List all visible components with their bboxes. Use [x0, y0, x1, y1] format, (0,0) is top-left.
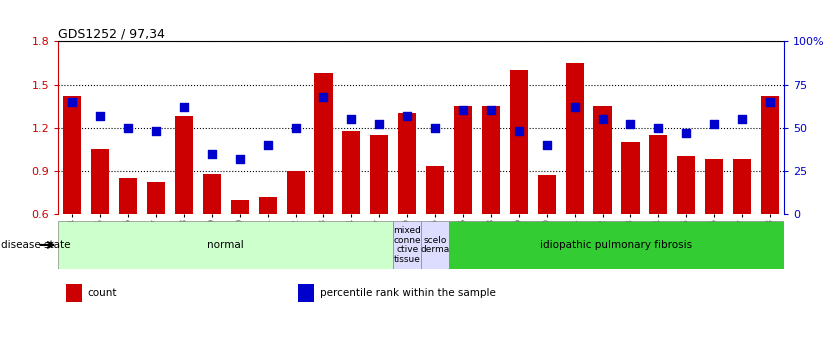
- Point: [261, 142, 274, 148]
- Bar: [175, 116, 193, 214]
- Point: [707, 121, 721, 127]
- Bar: [733, 159, 751, 214]
- Point: [178, 104, 191, 110]
- Bar: [454, 106, 472, 214]
- Bar: [259, 197, 277, 214]
- Bar: [426, 167, 445, 214]
- Text: GDS1252 / 97,34: GDS1252 / 97,34: [58, 27, 165, 40]
- Bar: [147, 182, 165, 214]
- Bar: [394, 221, 421, 269]
- Text: count: count: [88, 288, 117, 298]
- Bar: [621, 142, 640, 214]
- Text: normal: normal: [208, 240, 244, 250]
- Bar: [342, 130, 360, 214]
- Point: [736, 116, 749, 122]
- Bar: [314, 73, 333, 214]
- Point: [400, 113, 414, 118]
- Point: [122, 125, 135, 130]
- Point: [595, 116, 609, 122]
- Bar: [63, 96, 82, 214]
- Bar: [398, 113, 416, 214]
- Bar: [482, 106, 500, 214]
- Point: [763, 99, 776, 105]
- Bar: [594, 106, 611, 214]
- Point: [317, 94, 330, 99]
- Bar: [538, 175, 555, 214]
- Point: [373, 121, 386, 127]
- Bar: [231, 199, 249, 214]
- Bar: [677, 156, 696, 214]
- Point: [485, 108, 498, 113]
- Bar: [287, 171, 304, 214]
- Bar: [705, 159, 723, 214]
- Point: [149, 128, 163, 134]
- Text: disease state: disease state: [1, 240, 70, 250]
- Text: scelo
derma: scelo derma: [420, 236, 450, 254]
- Bar: [66, 284, 82, 302]
- Bar: [761, 96, 779, 214]
- Point: [205, 151, 219, 156]
- Bar: [203, 174, 221, 214]
- Point: [568, 104, 581, 110]
- Text: idiopathic pulmonary fibrosis: idiopathic pulmonary fibrosis: [540, 240, 692, 250]
- Point: [540, 142, 554, 148]
- Point: [289, 125, 302, 130]
- Bar: [650, 135, 667, 214]
- Text: percentile rank within the sample: percentile rank within the sample: [319, 288, 495, 298]
- Point: [456, 108, 470, 113]
- Point: [651, 125, 665, 130]
- Point: [93, 113, 107, 118]
- Bar: [565, 63, 584, 214]
- Bar: [370, 135, 389, 214]
- Bar: [91, 149, 109, 214]
- Text: mixed
conne
ctive
tissue: mixed conne ctive tissue: [394, 226, 421, 264]
- Point: [512, 128, 525, 134]
- Point: [344, 116, 358, 122]
- Bar: [298, 284, 314, 302]
- Point: [66, 99, 79, 105]
- Point: [233, 156, 246, 161]
- Bar: [421, 221, 449, 269]
- Bar: [510, 70, 528, 214]
- Bar: [58, 221, 394, 269]
- Bar: [119, 178, 138, 214]
- Point: [680, 130, 693, 136]
- Point: [429, 125, 442, 130]
- Point: [624, 121, 637, 127]
- Bar: [449, 221, 784, 269]
